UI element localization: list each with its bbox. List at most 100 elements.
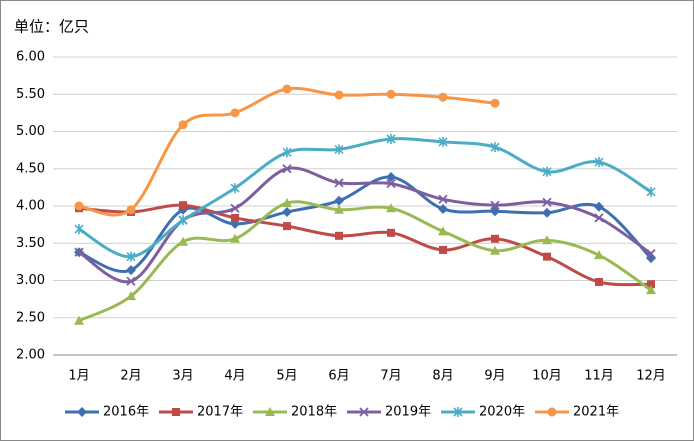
data-point: [386, 171, 396, 182]
y-tick-label: 5.00: [16, 124, 45, 139]
data-point: [126, 291, 136, 301]
data-point: [490, 245, 500, 255]
x-tick-label: 8月: [432, 369, 453, 384]
x-tick-label: 11月: [584, 369, 614, 384]
data-point: [594, 213, 604, 223]
data-point: [178, 120, 188, 130]
data-point: [438, 226, 448, 236]
data-point: [646, 285, 656, 295]
data-point: [334, 144, 344, 155]
y-tick-label: 5.50: [16, 87, 45, 102]
data-point: [542, 166, 552, 177]
data-point: [386, 133, 396, 144]
data-point: [438, 203, 448, 214]
data-point: [230, 203, 240, 213]
legend-label: 2016年: [103, 405, 149, 420]
series-line: [78, 137, 652, 259]
legend-label: 2019年: [385, 405, 431, 420]
x-tick-label: 7月: [380, 369, 401, 384]
data-point: [231, 213, 239, 222]
data-point: [230, 108, 240, 118]
x-tick-label: 12月: [636, 369, 666, 384]
data-point: [438, 136, 448, 147]
data-point: [334, 204, 344, 214]
y-tick-label: 4.50: [16, 161, 45, 176]
data-point: [230, 183, 240, 194]
data-point: [74, 201, 84, 211]
x-tick-label: 2月: [120, 369, 141, 384]
legend-label: 2017年: [197, 405, 243, 420]
data-point: [491, 234, 499, 243]
series-line: [78, 175, 653, 273]
data-point: [490, 98, 500, 108]
y-tick-label: 3.50: [16, 236, 45, 251]
data-point: [387, 228, 395, 237]
series-line: [78, 203, 652, 287]
data-point: [74, 315, 84, 325]
legend-label: 2020年: [479, 405, 525, 420]
data-point: [126, 251, 136, 262]
legend-label: 2018年: [291, 405, 337, 420]
legend-marker: [359, 407, 369, 417]
data-point: [542, 235, 552, 245]
data-point: [438, 194, 448, 204]
data-point: [386, 89, 396, 99]
legend-marker: [265, 407, 275, 416]
y-tick-label: 6.00: [16, 50, 45, 65]
legend-marker: [77, 407, 87, 417]
y-tick-label: 4.00: [16, 199, 45, 214]
data-point: [335, 231, 343, 240]
x-tick-label: 6月: [328, 369, 349, 384]
data-point: [594, 201, 604, 212]
data-point: [283, 222, 291, 231]
y-tick-label: 2.50: [16, 310, 45, 325]
data-point: [647, 280, 655, 289]
data-point: [334, 178, 344, 188]
x-tick-label: 4月: [224, 369, 245, 384]
x-tick-label: 10月: [532, 369, 562, 384]
legend-marker: [547, 407, 557, 417]
data-point: [439, 245, 447, 254]
chart-title: 单位：亿只: [14, 18, 89, 36]
legend-label: 2021年: [573, 405, 619, 420]
data-point: [334, 195, 344, 206]
x-tick-label: 9月: [484, 369, 505, 384]
data-point: [178, 215, 188, 226]
data-point: [282, 198, 292, 208]
x-tick-label: 5月: [276, 369, 297, 384]
data-point: [282, 84, 292, 94]
data-point: [542, 197, 552, 207]
data-point: [490, 142, 500, 153]
y-tick-label: 3.00: [16, 273, 45, 288]
data-point: [126, 205, 136, 215]
data-point: [282, 164, 292, 174]
legend-marker: [453, 407, 463, 417]
data-point: [594, 157, 604, 168]
data-point: [386, 203, 396, 213]
data-point: [230, 233, 240, 243]
data-point: [646, 249, 656, 259]
data-point: [594, 250, 604, 260]
data-point: [126, 276, 136, 286]
data-point: [438, 92, 448, 102]
data-point: [334, 90, 344, 100]
data-point: [490, 200, 500, 210]
data-point: [595, 277, 603, 286]
data-point: [74, 247, 84, 257]
data-point: [179, 201, 187, 210]
data-point: [646, 186, 656, 197]
data-point: [282, 206, 292, 217]
data-point: [74, 224, 84, 235]
y-tick-label: 2.00: [16, 348, 45, 363]
data-point: [386, 179, 396, 189]
data-point: [542, 207, 552, 218]
x-tick-label: 3月: [172, 369, 193, 384]
data-point: [282, 147, 292, 158]
x-tick-label: 1月: [68, 369, 89, 384]
data-point: [126, 265, 136, 276]
data-point: [543, 252, 551, 261]
data-point: [178, 236, 188, 246]
legend-marker: [172, 408, 180, 416]
